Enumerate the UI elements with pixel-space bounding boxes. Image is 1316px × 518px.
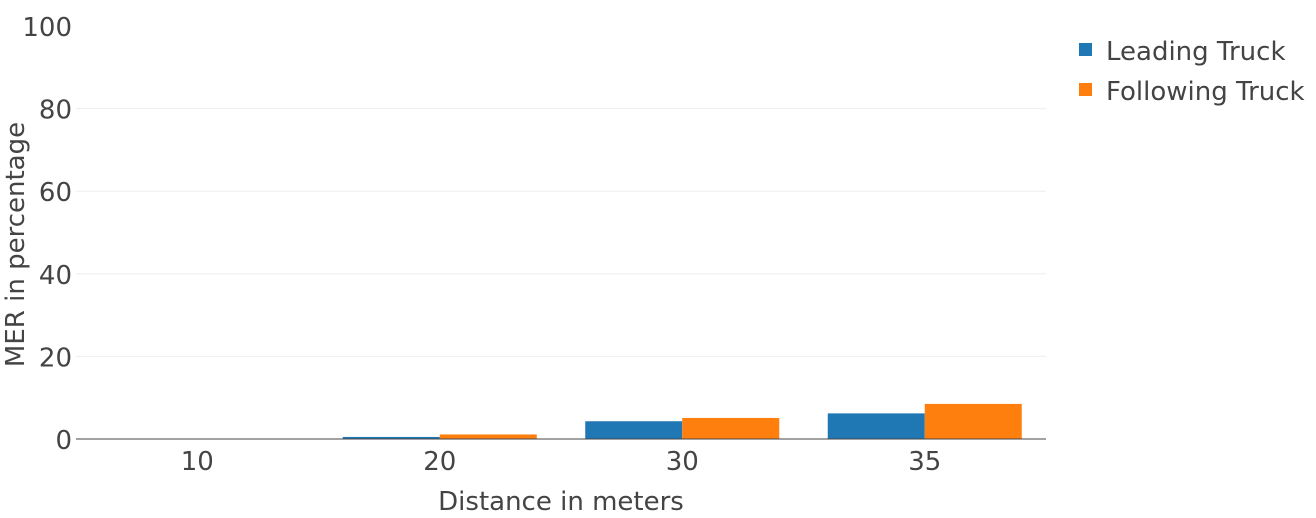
x-tick-label: 30	[666, 447, 699, 477]
legend-item[interactable]: Leading Truck	[1079, 37, 1286, 67]
y-tick-label: 40	[39, 261, 72, 291]
bar-leading-truck	[585, 421, 683, 439]
legend-label: Leading Truck	[1106, 37, 1286, 67]
bar-following-truck	[924, 403, 1022, 439]
y-tick-label: 20	[39, 343, 72, 373]
x-tick-label: 10	[181, 447, 214, 477]
x-axis-ticks: 10 20 30 35	[181, 447, 942, 477]
legend[interactable]: Leading Truck Following Truck	[1079, 37, 1305, 107]
x-tick-label: 20	[423, 447, 456, 477]
bar-leading-truck	[342, 436, 440, 439]
bar-leading-truck	[827, 413, 925, 439]
y-axis-title: MER in percentage	[1, 122, 31, 367]
legend-swatch	[1079, 83, 1092, 96]
grid-lines	[76, 108, 1046, 357]
y-axis-ticks: 0 20 40 60 80 100	[22, 13, 72, 456]
x-axis-title: Distance in meters	[438, 487, 684, 517]
y-tick-label: 100	[22, 13, 72, 43]
bar-following-truck	[439, 434, 537, 439]
legend-label: Following Truck	[1106, 77, 1305, 107]
y-tick-label: 60	[39, 178, 72, 208]
bars-group	[342, 403, 1022, 439]
y-tick-label: 0	[55, 426, 72, 456]
y-tick-label: 80	[39, 96, 72, 126]
bar-following-truck	[682, 417, 780, 439]
legend-item[interactable]: Following Truck	[1079, 77, 1305, 107]
x-tick-label: 35	[908, 447, 941, 477]
legend-swatch	[1079, 43, 1092, 56]
